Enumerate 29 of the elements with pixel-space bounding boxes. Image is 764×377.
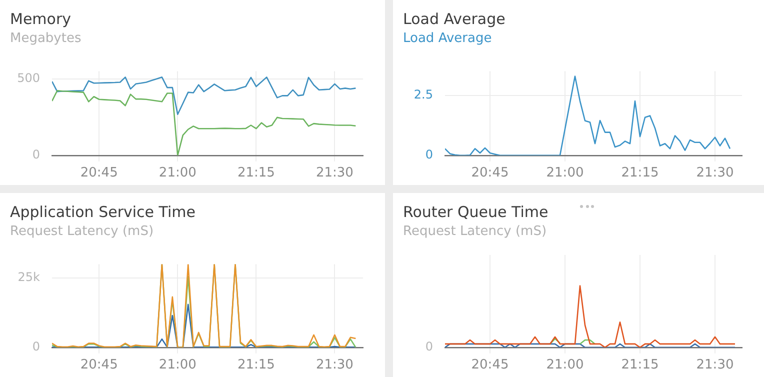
x-tick-label: 21:15 — [621, 358, 659, 373]
x-tick-label: 21:30 — [696, 166, 734, 181]
chart-title: Load Average — [403, 10, 506, 28]
y-tick-label: 25k — [18, 270, 40, 284]
x-tick-label: 21:15 — [621, 166, 659, 181]
x-tick-label: 20:45 — [80, 358, 118, 373]
x-tick-label: 21:30 — [316, 358, 354, 373]
x-tick-label: 21:00 — [546, 166, 584, 181]
x-tick-label: 21:15 — [237, 166, 275, 181]
chart-subtitle: Megabytes — [10, 31, 82, 46]
y-tick-label: 500 — [17, 70, 40, 85]
chart-subtitle: Load Average — [403, 31, 492, 46]
x-tick-label: 20:45 — [471, 166, 509, 181]
chart-title: Application Service Time — [10, 203, 196, 221]
chart-title: Router Queue Time — [403, 203, 548, 221]
x-tick-label: 21:00 — [158, 358, 196, 373]
x-tick-label: 21:00 — [158, 166, 196, 181]
y-tick-label: 2.5 — [414, 87, 433, 102]
chart-subtitle: Request Latency (mS) — [403, 224, 547, 239]
x-tick-label: 21:00 — [546, 358, 584, 373]
chart-title: Memory — [10, 10, 72, 28]
x-tick-label: 21:30 — [316, 166, 354, 181]
x-tick-label: 21:15 — [237, 358, 275, 373]
x-tick-label: 20:45 — [80, 166, 118, 181]
chart-subtitle: Request Latency (mS) — [10, 224, 154, 239]
x-tick-label: 20:45 — [471, 358, 509, 373]
x-tick-label: 21:30 — [696, 358, 734, 373]
y-tick-label: 0 — [32, 340, 40, 354]
y-tick-label: 0 — [32, 148, 40, 162]
